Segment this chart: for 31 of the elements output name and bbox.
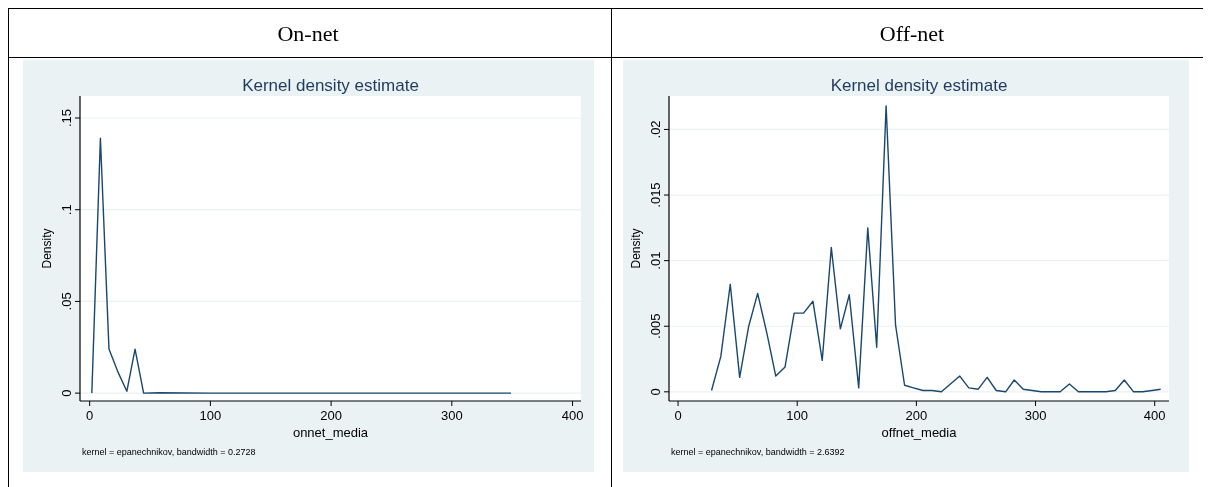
x-tick-label: 400 bbox=[1143, 408, 1166, 423]
y-axis-title: Density bbox=[629, 228, 643, 269]
x-tick-label: 100 bbox=[199, 408, 222, 423]
y-tick-label: .05 bbox=[59, 292, 74, 311]
text: kernel = epanechnikov, bandwidth = 0.2728 bbox=[82, 447, 256, 457]
y-tick-label: .005 bbox=[648, 313, 663, 339]
chart-title: Off-net bbox=[879, 21, 945, 46]
x-tick-label: 0 bbox=[86, 408, 94, 423]
x-tick-label: 100 bbox=[786, 408, 809, 423]
y-axis-title: Density bbox=[40, 228, 54, 269]
x-tick-label: 200 bbox=[905, 408, 928, 423]
x-tick-label: 400 bbox=[561, 408, 584, 423]
y-tick-label: .01 bbox=[648, 251, 663, 270]
chart-title: On-net bbox=[277, 21, 339, 46]
chart-subtitle: Kernel density estimate bbox=[830, 76, 1008, 95]
x-tick-label: 200 bbox=[320, 408, 342, 423]
y-tick-label: .02 bbox=[648, 120, 663, 139]
line-series bbox=[91, 137, 512, 394]
y-tick-label: .15 bbox=[59, 108, 74, 128]
text: kernel = epanechnikov, bandwidth = 2.6392 bbox=[671, 447, 845, 457]
y-tick-label: .1 bbox=[59, 204, 74, 216]
x-tick-label: 0 bbox=[674, 408, 682, 423]
y-tick-label: 0 bbox=[59, 389, 74, 397]
y-tick-label: .015 bbox=[648, 182, 663, 208]
y-tick-label: 0 bbox=[648, 388, 663, 396]
x-tick-label: 300 bbox=[1024, 408, 1047, 423]
x-tick-label: 300 bbox=[440, 408, 463, 423]
x-axis-title: offnet_media bbox=[881, 425, 958, 440]
x-axis-title: onnet_media bbox=[292, 425, 369, 440]
line-series bbox=[710, 105, 1162, 393]
chart-subtitle: Kernel density estimate bbox=[242, 76, 419, 95]
